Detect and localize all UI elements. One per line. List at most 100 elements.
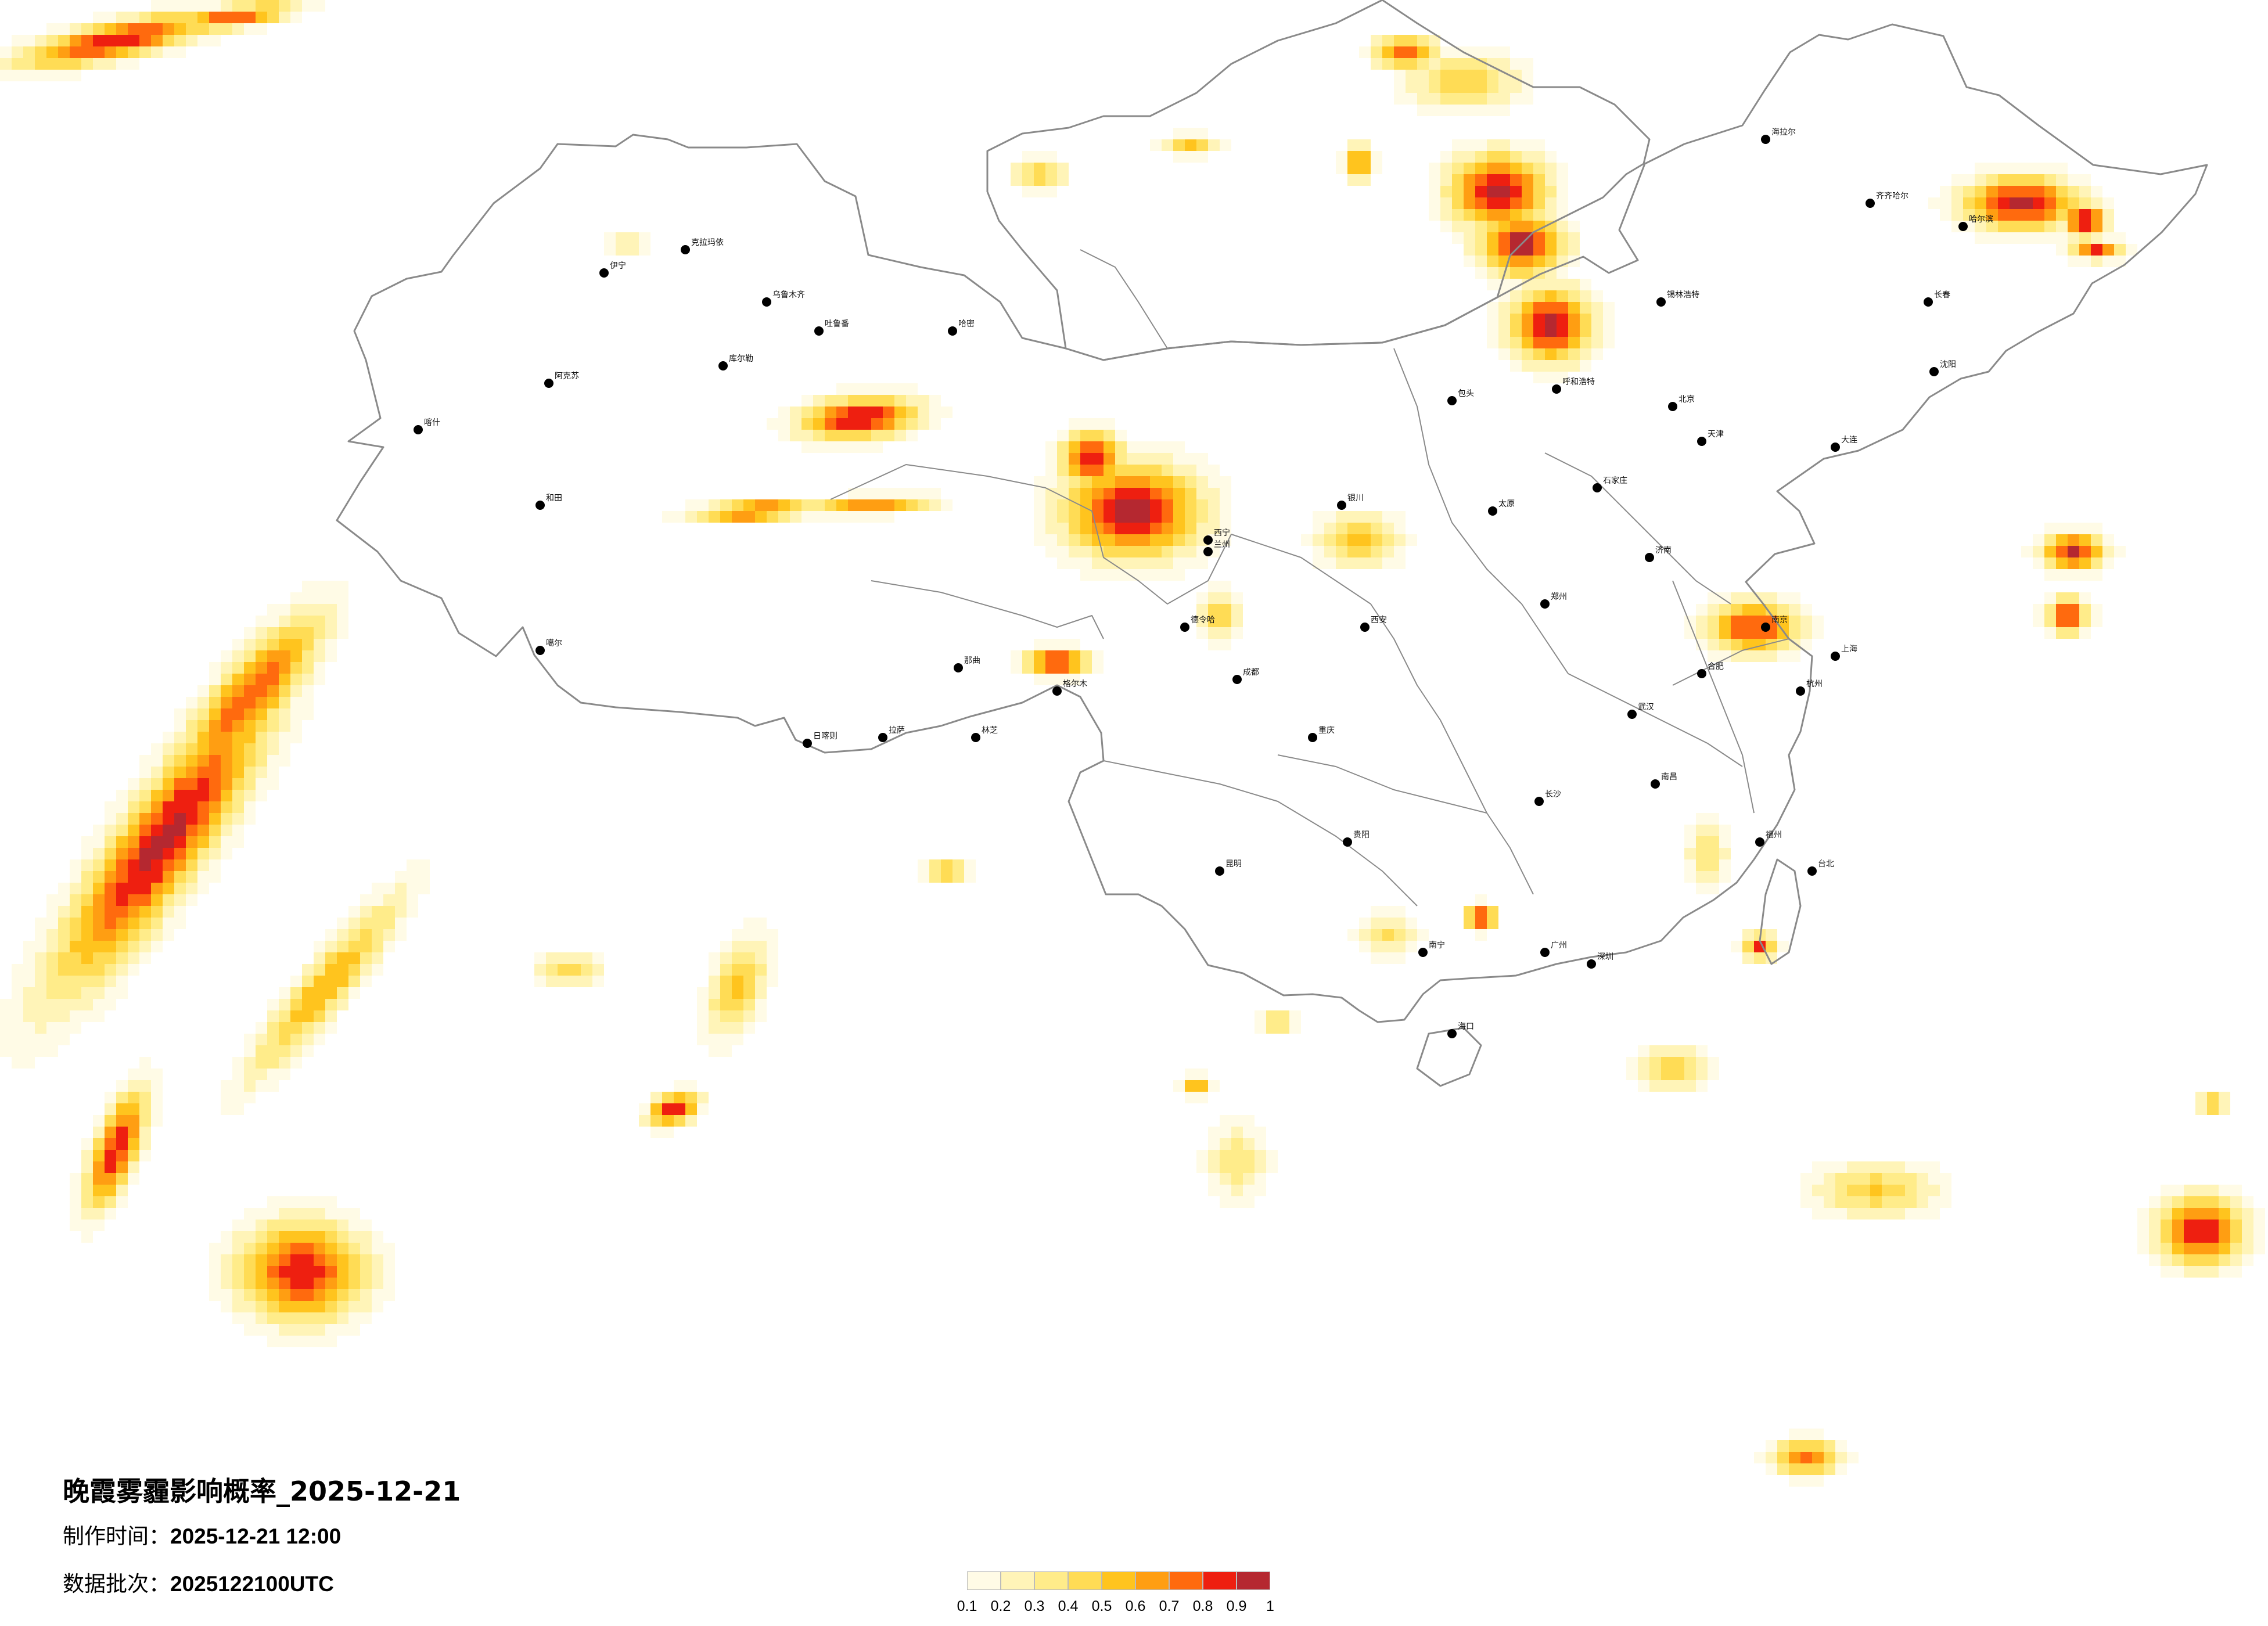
province-border <box>1393 348 1569 674</box>
probability-field <box>0 0 2265 1487</box>
city-label: 海口 <box>1458 1022 1474 1031</box>
city-label: 西安 <box>1371 616 1387 625</box>
legend-tick-label: 0.4 <box>1058 1598 1079 1614</box>
city-label: 包头 <box>1458 389 1474 398</box>
city-label: 杭州 <box>1806 679 1823 689</box>
city-label: 深圳 <box>1597 952 1613 962</box>
province-border <box>1231 534 1534 895</box>
city-label: 锡林浩特 <box>1667 290 1699 300</box>
legend-swatch <box>1203 1571 1237 1590</box>
city-dot <box>1924 297 1933 307</box>
city-dot <box>681 245 690 254</box>
city-label: 南京 <box>1771 616 1788 625</box>
city-dot <box>1761 623 1770 632</box>
city-dot <box>971 733 980 742</box>
city-dot <box>1807 866 1817 876</box>
province-border <box>1080 249 1168 349</box>
city-label: 阿克苏 <box>555 372 579 381</box>
legend-tick-label: 1 <box>1266 1598 1274 1614</box>
city-label: 库尔勒 <box>729 354 753 364</box>
city-dot <box>718 361 728 370</box>
city-dot <box>544 379 553 388</box>
city-dot <box>1308 733 1317 742</box>
province-border <box>830 464 1232 605</box>
city-label: 哈密 <box>958 319 975 329</box>
province-border <box>871 580 1104 639</box>
city-dot <box>1651 779 1660 789</box>
city-dot <box>1232 675 1242 684</box>
city-label: 格尔木 <box>1063 679 1087 689</box>
legend-tick-label: 0.2 <box>990 1598 1011 1614</box>
city-dot <box>1796 686 1805 696</box>
city-dot <box>535 501 545 510</box>
city-dot <box>1755 837 1764 847</box>
city-label: 昆明 <box>1225 859 1242 869</box>
city-label: 西宁 <box>1214 528 1230 538</box>
city-dot <box>1645 553 1654 562</box>
city-dot <box>1656 297 1666 307</box>
city-label: 福州 <box>1766 830 1782 840</box>
city-dot <box>803 739 812 748</box>
province-border <box>1672 580 1755 814</box>
city-dot <box>1343 837 1352 847</box>
island-border <box>1759 858 1802 965</box>
legend-tick-label: 0.7 <box>1159 1598 1180 1614</box>
province-border <box>1672 638 1789 686</box>
city-dot <box>599 268 609 278</box>
city-label: 吐鲁番 <box>825 319 849 329</box>
city-dot <box>814 326 824 336</box>
city-label: 那曲 <box>964 656 980 665</box>
legend-tick-label: 0.8 <box>1192 1598 1213 1614</box>
city-label: 长春 <box>1934 290 1950 300</box>
city-label: 兰州 <box>1214 540 1230 549</box>
city-label: 沈阳 <box>1940 360 1956 369</box>
city-label: 北京 <box>1678 395 1695 404</box>
city-dot <box>1215 866 1224 876</box>
legend-tick-label: 0.5 <box>1091 1598 1112 1614</box>
city-label: 伊宁 <box>610 261 626 271</box>
legend-swatch <box>1169 1571 1203 1590</box>
city-label: 拉萨 <box>889 726 905 735</box>
legend-swatch <box>1102 1571 1135 1590</box>
city-dot <box>1593 483 1602 492</box>
city-dot <box>1180 623 1189 632</box>
city-label: 南昌 <box>1661 772 1677 782</box>
city-label: 呼和浩特 <box>1562 377 1595 387</box>
city-dot <box>1866 199 1875 208</box>
city-dot <box>878 733 887 742</box>
city-dot <box>1831 443 1840 452</box>
city-dot <box>1697 669 1706 678</box>
city-label: 郑州 <box>1551 592 1567 602</box>
city-label: 南宁 <box>1429 940 1445 950</box>
city-dot <box>1052 686 1062 696</box>
city-label: 喀什 <box>424 418 440 427</box>
legend-tick-label: 0.6 <box>1125 1598 1146 1614</box>
city-dot <box>1929 367 1939 376</box>
city-label: 天津 <box>1708 430 1724 439</box>
city-dot <box>1761 135 1770 144</box>
legend-swatch <box>967 1571 1001 1590</box>
country-borders <box>336 0 2208 1087</box>
city-dot <box>1627 710 1637 719</box>
city-dot <box>948 326 957 336</box>
legend-swatch <box>1237 1571 1270 1590</box>
city-label: 齐齐哈尔 <box>1876 192 1908 201</box>
city-label: 长沙 <box>1545 790 1561 799</box>
city-dot <box>1418 948 1428 957</box>
city-dot <box>1447 1029 1457 1038</box>
city-dot <box>1203 535 1213 545</box>
city-dot <box>1447 396 1457 405</box>
province-border <box>1568 673 1743 767</box>
city-dot <box>762 297 771 307</box>
legend-swatch <box>1068 1571 1102 1590</box>
city-dot <box>1587 959 1596 969</box>
city-label: 和田 <box>546 494 562 503</box>
legend-tick-label: 0.9 <box>1226 1598 1247 1614</box>
data-batch-label: 数据批次： <box>63 1571 170 1596</box>
province-border <box>1103 760 1418 906</box>
city-dot <box>1697 437 1706 446</box>
production-time-value: 2025-12-21 12:00 <box>170 1524 342 1548</box>
city-dot <box>1958 222 1968 231</box>
city-dot <box>1337 501 1346 510</box>
